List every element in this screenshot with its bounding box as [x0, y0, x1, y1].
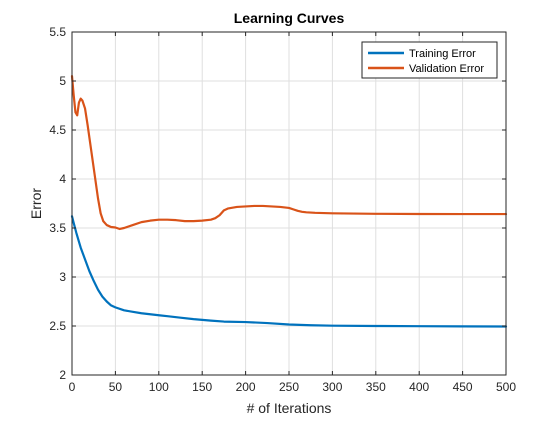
x-tick-label: 350: [366, 380, 386, 394]
y-tick-label: 4: [59, 172, 66, 186]
legend: Training Error Validation Error: [361, 41, 498, 79]
x-tick-label: 200: [236, 380, 256, 394]
legend-box: [361, 41, 498, 79]
series-line-validation-error: [70, 75, 508, 231]
x-tick-label: 0: [69, 380, 76, 394]
y-tick-label: 4.5: [49, 123, 66, 137]
x-axis-label: # of Iterations: [247, 400, 332, 416]
legend-label: Training Error: [409, 48, 476, 60]
y-tick-label: 3.5: [49, 221, 66, 235]
x-tick-label: 400: [409, 380, 429, 394]
x-tick-label: 150: [192, 380, 212, 394]
y-tick-label: 2: [59, 368, 66, 382]
y-tick-label: 2.5: [49, 319, 66, 333]
x-tick-label: 50: [109, 380, 123, 394]
y-axis-label: Error: [28, 188, 44, 219]
y-tick-label: 5.5: [49, 25, 66, 39]
x-tick-label: 250: [279, 380, 299, 394]
y-tick-label: 3: [59, 270, 66, 284]
x-tick-label: 450: [453, 380, 473, 394]
x-tick-label: 300: [322, 380, 342, 394]
y-tick-label: 5: [59, 74, 66, 88]
chart-title: Learning Curves: [234, 10, 345, 26]
x-tick-label: 100: [149, 380, 169, 394]
legend-label: Validation Error: [409, 63, 484, 75]
x-tick-label: 500: [496, 380, 516, 394]
series-line-training-error: [70, 215, 508, 328]
